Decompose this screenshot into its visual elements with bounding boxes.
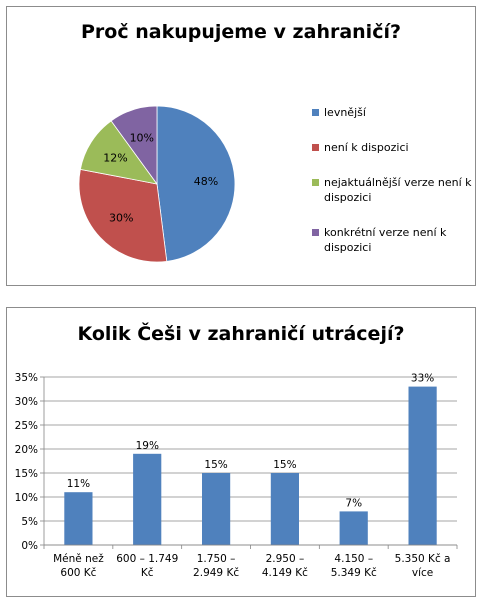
bar-data-label: 15% (204, 459, 227, 471)
x-category-label: 4.150 – (334, 553, 373, 565)
pie-chart-panel: Proč nakupujeme v zahraničí? 48% 30% 12% 10… (6, 6, 476, 286)
legend-swatch (312, 144, 319, 151)
bar (202, 473, 231, 545)
legend-label: levnější (324, 106, 366, 119)
bar-data-label: 19% (136, 440, 159, 452)
legend-swatch (312, 179, 319, 186)
pie-slice (110, 105, 158, 186)
pie-data-label: 12% (103, 152, 127, 165)
bar-data-label: 7% (345, 497, 362, 509)
bar (133, 453, 162, 545)
legend-label: dispozici (324, 241, 372, 254)
legend-item: nejaktuálnější verze není k dispozici (312, 175, 472, 205)
legend-label: konkrétní verze není k (324, 226, 447, 239)
legend-label: není k dispozici (324, 141, 409, 154)
bar (339, 511, 368, 545)
y-tick-label: 20% (15, 444, 38, 456)
x-category-label: více (412, 567, 433, 579)
pie-legend: levnější není k dispozici nejaktuálnější v… (312, 105, 472, 275)
x-category-label: Méně než (53, 553, 104, 565)
pie-slice (156, 105, 236, 262)
pie-data-label: 48% (194, 175, 218, 188)
x-category-label: 4.149 Kč (262, 567, 308, 579)
y-tick-label: 35% (15, 372, 38, 384)
pie-data-label: 10% (130, 131, 154, 144)
pie-slice (78, 168, 168, 263)
x-category-label: 5.349 Kč (331, 567, 377, 579)
bar (408, 386, 437, 545)
x-category-label: 2.949 Kč (193, 567, 239, 579)
x-category-label: 5.350 Kč a (395, 553, 451, 565)
pie-chart: 48% 30% 12%10% (78, 105, 236, 263)
x-category-label: 600 – 1.749 (116, 553, 178, 565)
bar (64, 492, 93, 545)
bar-data-label: 33% (411, 373, 434, 385)
legend-item: není k dispozici (312, 140, 472, 155)
x-category-label: Kč (141, 567, 154, 579)
legend-item: konkrétní verze není k dispozici (312, 225, 472, 255)
legend-swatch (312, 109, 319, 116)
y-tick-label: 15% (15, 468, 38, 480)
x-category-label: 2.950 – (266, 553, 305, 565)
x-category-label: 600 Kč (60, 567, 96, 579)
bar-data-label: 15% (273, 459, 296, 471)
bar-chart-title: Kolik Češi v zahraničí utrácejí? (77, 323, 405, 345)
bar-data-label: 11% (67, 478, 90, 490)
bar-chart-panel: Kolik Češi v zahraničí utrácejí? 0% 5% 10%… (6, 307, 476, 597)
x-category-label: 1.750 – (197, 553, 236, 565)
y-tick-label: 10% (15, 492, 38, 504)
legend-item: levnější (312, 105, 472, 120)
y-tick-label: 25% (15, 420, 38, 432)
pie-data-label: 30% (109, 212, 133, 225)
legend-swatch (312, 229, 319, 236)
y-tick-label: 5% (21, 516, 38, 528)
bar (270, 473, 299, 545)
y-tick-label: 0% (21, 540, 38, 552)
bar-chart: 0% 5% 10% 15% 20% 25% 30% 35% 11% Méně než 600 Kč 1… (15, 372, 458, 579)
y-tick-label: 30% (15, 396, 38, 408)
legend-label: dispozici (324, 191, 372, 204)
pie-chart-title: Proč nakupujeme v zahraničí? (81, 21, 401, 43)
legend-label: nejaktuálnější verze není k (324, 176, 472, 189)
